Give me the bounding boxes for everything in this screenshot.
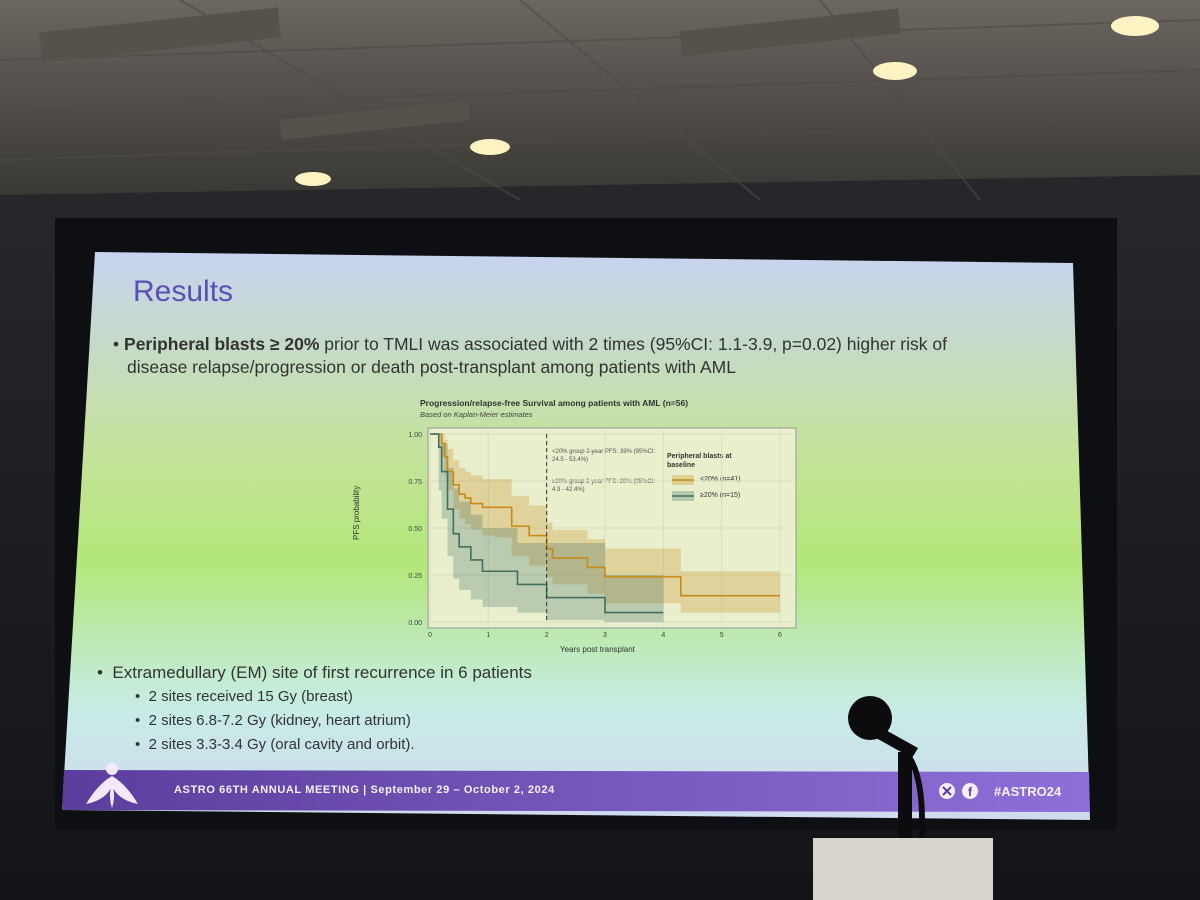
footer-meeting-text: ASTRO 66TH ANNUAL MEETING | September 29… [174,784,555,796]
hashtag: #ASTRO24 [994,784,1062,799]
slide-title: Results [133,275,234,308]
y-tick-label: 0.25 [408,573,422,580]
x-logo-icon [939,783,955,799]
bullet-dot: • [113,334,120,354]
legend-key-bg-1 [672,491,694,501]
bullet-text-line1: prior to TMLI was associated with 2 time… [319,334,947,354]
x-tick-label: 4 [661,632,665,639]
bullet-bold-text: Peripheral blasts ≥ 20% [124,334,320,354]
subbullet-1-text: 2 sites received 15 Gy (breast) [148,688,353,705]
legend-key-bg-0 [672,475,694,485]
x-tick-label: 0 [428,632,432,639]
bullet-text-line2: disease relapse/progression or death pos… [127,357,736,377]
bullet-peripheral-blasts: • Peripheral blasts ≥ 20% prior to TMLI … [113,333,947,379]
subbullet-3: • 2 sites 3.3-3.4 Gy (oral cavity and or… [135,736,415,753]
annotation-low-group: <20% group 2-year PFS: 39% (95%CI: 24.5 … [552,449,656,463]
x-tick-label: 6 [778,632,782,639]
bullet-dot: • [97,663,113,682]
chart-title: Progression/relapse-free Survival among … [420,398,689,408]
y-tick-label: 1.00 [408,432,422,439]
x-tick-label: 5 [720,632,724,639]
facebook-icon: f [962,783,978,799]
social-icons: f [939,783,978,799]
x-tick-label: 1 [486,632,490,639]
subbullet-2-text: 2 sites 6.8-7.2 Gy (kidney, heart atrium… [148,712,411,729]
legend-title: Peripheral blasts at baseline [667,453,732,469]
subbullet-2: • 2 sites 6.8-7.2 Gy (kidney, heart atri… [135,712,411,729]
x-tick-label: 2 [545,632,549,639]
x-tick-label: 3 [603,632,607,639]
y-tick-label: 0.75 [408,479,422,486]
y-axis-label: PFS probability [352,485,361,540]
subbullet-1: • 2 sites received 15 Gy (breast) [135,688,353,705]
svg-text:f: f [968,785,973,799]
y-tick-label: 0.50 [408,526,422,533]
legend-item-high-blasts: ≥20% (n=15) [700,492,741,499]
subbullet-3-text: 2 sites 3.3-3.4 Gy (oral cavity and orbi… [148,736,415,753]
bullet-extramedullary-text: Extramedullary (EM) site of first recurr… [112,663,532,682]
chart-subtitle: Based on Kaplan-Meier estimates [420,410,533,419]
legend-item-low-blasts: <20% (n=41) [700,476,741,483]
annotation-high-group: ≥20% group 2-year PFS: 20% (95%CI: 4.9 -… [552,479,656,493]
bullet-extramedullary: • Extramedullary (EM) site of first recu… [97,663,532,683]
x-axis-label: Years post transplant [560,645,635,654]
y-tick-label: 0.00 [408,620,422,627]
